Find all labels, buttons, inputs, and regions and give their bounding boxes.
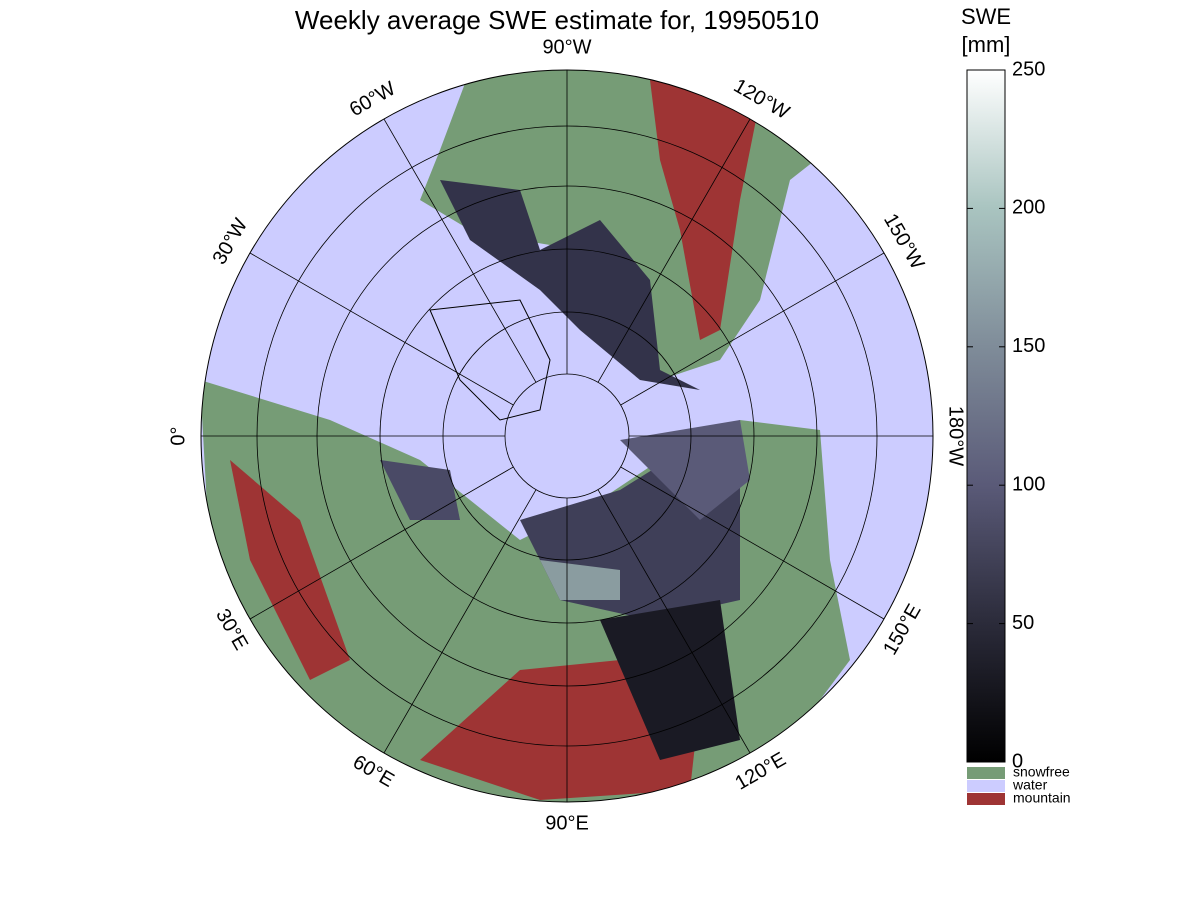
mountain-central-asia (420, 660, 700, 800)
meridian-line (620, 252, 885, 406)
meridian-label: 90°W (542, 36, 591, 58)
colorbar-label: SWE (961, 4, 1011, 29)
legend-label: snowfree (1013, 764, 1070, 780)
colorbar-tick-label: 50 (1012, 612, 1034, 634)
snow-canada (440, 180, 700, 390)
meridian-label: 90°E (545, 812, 589, 834)
colorbar-label: [mm] (962, 32, 1011, 57)
colorbar-tick-label: 100 (1012, 473, 1045, 495)
map-title: Weekly average SWE estimate for, 1995051… (295, 5, 819, 35)
legend-swatch (967, 793, 1005, 805)
meridian-line (383, 118, 537, 383)
colorbar-tick-label: 0 (1012, 750, 1023, 772)
legend-swatch (967, 767, 1005, 779)
meridian-line (620, 466, 885, 620)
meridian-lines (201, 70, 933, 802)
snow-mongolia (600, 600, 740, 760)
map-border (200, 69, 934, 803)
colorbar: SWE [mm] 0 50 100 150 200 250 (961, 4, 1045, 772)
legend-swatch (967, 780, 1005, 792)
polar-map (201, 70, 933, 802)
meridian-line (597, 118, 751, 383)
meridian-label: 0° (167, 426, 189, 445)
mountain-europe (230, 460, 350, 680)
meridian-line (249, 466, 514, 620)
meridian-label: 180°W (945, 406, 967, 466)
snow-scandinavia (380, 460, 460, 520)
colorbar-tick-label: 250 (1012, 58, 1045, 80)
legend-label: water (1012, 777, 1048, 793)
colorbar-scale (966, 69, 1006, 763)
mountain-rockies (650, 80, 760, 340)
snow-peak (540, 560, 620, 600)
meridian-line (597, 489, 751, 754)
colorbar-tick-label: 150 (1012, 335, 1045, 357)
meridian-line (249, 252, 514, 406)
snow-east-siberia (620, 420, 750, 520)
meridian-line (383, 489, 537, 754)
land-greenland (429, 299, 551, 421)
legend-label: mountain (1013, 790, 1071, 806)
colorbar-tick-label: 200 (1012, 197, 1045, 219)
